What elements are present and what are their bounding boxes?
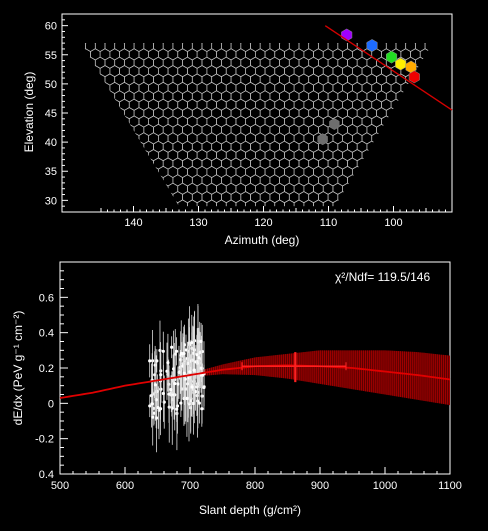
data-point — [200, 407, 204, 411]
data-point — [153, 383, 157, 387]
x-tick-label: 100 — [384, 217, 402, 229]
triggered-pixel — [386, 50, 398, 64]
data-point — [200, 366, 204, 370]
data-point — [167, 392, 171, 396]
triggered-pixel — [408, 70, 420, 84]
shower-axis-line — [324, 25, 453, 111]
y-tick-label: 60 — [45, 21, 57, 33]
data-point — [153, 373, 157, 377]
x-axis-title: Azimuth (deg) — [225, 233, 300, 247]
y-tick-label: 0.6 — [39, 292, 54, 304]
data-point — [173, 381, 177, 386]
data-point — [188, 370, 192, 374]
y-tick-label: 30 — [45, 195, 57, 207]
data-point — [175, 407, 179, 411]
data-point — [148, 359, 152, 363]
data-point — [174, 349, 179, 353]
data-point — [155, 359, 159, 363]
data-point — [150, 402, 154, 406]
data-point — [185, 382, 190, 386]
fit-uncertainty-band — [189, 350, 450, 406]
data-point — [166, 361, 170, 365]
data-point — [152, 411, 156, 415]
data-point — [156, 406, 160, 410]
y-tick-label: 40 — [45, 137, 57, 149]
y-tick-label: 55 — [45, 50, 57, 62]
y-tick-label: 0 — [48, 398, 54, 410]
x-tick-label: 1000 — [373, 480, 397, 492]
y-tick-label: 35 — [45, 166, 57, 178]
x-tick-label: 110 — [320, 217, 338, 229]
data-point — [169, 387, 173, 392]
y-axis-title: dE/dx (PeV g⁻¹ cm⁻²) — [11, 311, 25, 426]
data-point — [195, 353, 199, 357]
x-tick-label: 700 — [181, 480, 199, 492]
data-point — [148, 404, 152, 408]
data-point — [179, 401, 183, 405]
data-point — [185, 396, 189, 401]
data-point — [197, 401, 201, 405]
gray-pixel — [329, 118, 340, 130]
data-point — [161, 391, 166, 396]
y-tick-label: 0.4 — [39, 328, 54, 340]
data-point — [182, 371, 186, 375]
y-tick-label: 45 — [45, 108, 57, 120]
data-point — [190, 385, 194, 389]
data-point — [154, 416, 159, 420]
data-point — [176, 382, 180, 386]
data-point — [197, 356, 201, 360]
x-tick-label: 800 — [246, 480, 264, 492]
data-point — [182, 351, 186, 356]
fit-statistics-label: χ²/Ndf= 119.5/146 — [335, 270, 430, 284]
x-axis-title: Slant depth (g/cm²) — [199, 503, 301, 517]
y-tick-label: 50 — [45, 79, 57, 91]
data-point — [192, 368, 196, 372]
y-tick-label: 0.2 — [39, 363, 54, 375]
triggered-pixel — [366, 39, 378, 52]
data-point — [190, 340, 194, 345]
data-point — [202, 385, 206, 390]
y-tick-label: 0.4 — [39, 469, 54, 481]
data-point — [200, 373, 205, 377]
data-point — [170, 345, 174, 349]
x-tick-label: 130 — [189, 217, 207, 229]
y-axis-title: Elevation (deg) — [22, 72, 36, 153]
data-point — [159, 373, 163, 377]
x-tick-label: 140 — [124, 217, 142, 229]
y-tick-label: -0.2 — [35, 434, 54, 446]
x-tick-label: 1100 — [438, 480, 462, 492]
x-tick-label: 500 — [51, 480, 69, 492]
camera-pixel-plot: 140 130 120 110 100 30 35 40 45 50 55 60 Azimuth (de… — [22, 13, 453, 247]
x-tick-label: 600 — [116, 480, 134, 492]
x-tick-label: 120 — [254, 217, 272, 229]
data-point — [179, 351, 184, 356]
data-point — [149, 393, 154, 398]
data-point — [199, 339, 203, 343]
gray-pixel — [317, 133, 328, 146]
triggered-pixel — [395, 57, 407, 71]
data-points — [148, 304, 206, 453]
data-point — [187, 376, 191, 380]
data-point — [161, 349, 165, 353]
data-point — [159, 387, 163, 391]
data-point — [184, 348, 188, 352]
data-point — [158, 407, 163, 411]
x-tick-label: 900 — [311, 480, 329, 492]
